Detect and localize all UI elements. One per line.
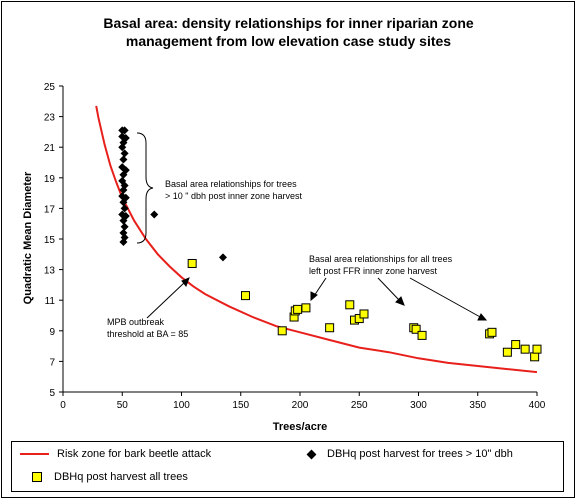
data-point-square bbox=[502, 347, 512, 357]
data-point-diamond bbox=[119, 238, 128, 247]
x-tick-label: 200 bbox=[292, 400, 309, 411]
x-tick-label: 350 bbox=[469, 400, 486, 411]
data-point-square bbox=[345, 300, 355, 310]
data-point-square bbox=[532, 344, 542, 354]
x-tick-label: 50 bbox=[117, 400, 129, 411]
series-dbh-gt10 bbox=[118, 126, 227, 262]
x-tick-label: 300 bbox=[410, 400, 427, 411]
y-ticks: 5 7 9 11 13 15 17 19 21 23 25 bbox=[44, 82, 63, 399]
arrow-2 bbox=[377, 277, 401, 302]
arrow-2-head bbox=[395, 296, 405, 306]
annotation-brace-line-2: > 10 " dbh post inner zone harvest bbox=[165, 191, 303, 201]
y-axis-label: Quadratic Mean Diameter bbox=[22, 171, 34, 304]
x-tick-label: 0 bbox=[60, 400, 66, 411]
legend: Risk zone for bark beetle attack DBHq po… bbox=[11, 441, 564, 492]
legend-line-swatch bbox=[20, 453, 49, 455]
arrow-mpb bbox=[146, 281, 186, 319]
arrow-3-head bbox=[477, 313, 488, 321]
x-tick-label: 400 bbox=[529, 400, 546, 411]
data-point-square bbox=[354, 314, 364, 324]
data-point-square bbox=[411, 324, 421, 334]
y-tick-label: 19 bbox=[44, 174, 56, 185]
legend-item-dbh: DBHq post harvest for trees > 10" dbh bbox=[304, 448, 513, 460]
annotation-all-trees-line-2: left post FFR inner zone harvest bbox=[309, 266, 438, 276]
y-tick-label: 21 bbox=[44, 143, 56, 154]
legend-square-swatch bbox=[32, 472, 42, 482]
annotation-all-trees-line-1: Basal area relationships for all trees bbox=[309, 254, 453, 264]
data-point-diamond bbox=[218, 253, 227, 262]
x-tick-label: 100 bbox=[173, 400, 190, 411]
chart-title-line-1: Basal area: density relationships for in… bbox=[103, 15, 474, 31]
data-point-square bbox=[240, 291, 250, 301]
data-point-square bbox=[520, 344, 530, 354]
y-tick-label: 5 bbox=[49, 388, 55, 399]
data-point-diamond bbox=[150, 210, 159, 219]
data-point-square bbox=[359, 309, 369, 319]
data-point-diamond bbox=[119, 186, 128, 195]
annotation-mpb-line-2: threshold at BA = 85 bbox=[107, 329, 188, 339]
data-point-diamond bbox=[119, 170, 128, 179]
annotations: Basal area relationships for trees > 10 … bbox=[107, 132, 488, 339]
data-point-square bbox=[301, 303, 311, 313]
data-point-diamond bbox=[119, 198, 128, 207]
x-tick-label: 250 bbox=[351, 400, 368, 411]
risk-zone-line bbox=[95, 105, 538, 374]
y-tick-label: 23 bbox=[44, 113, 56, 124]
annotation-brace-line-1: Basal area relationships for trees bbox=[165, 179, 297, 189]
data-point-square bbox=[277, 326, 287, 336]
y-tick-label: 17 bbox=[44, 204, 56, 215]
data-point-square bbox=[511, 340, 521, 350]
arrow-mpb-head bbox=[181, 277, 190, 287]
y-tick-label: 11 bbox=[45, 296, 56, 307]
x-axis-label: Trees/acre bbox=[273, 421, 327, 433]
data-point-square bbox=[325, 323, 335, 333]
annotation-mpb-line-1: MPB outbreak bbox=[107, 317, 165, 327]
x-tick-label: 150 bbox=[232, 400, 249, 411]
brace-shape bbox=[136, 132, 154, 244]
y-tick-label: 9 bbox=[49, 327, 55, 338]
series-all-trees bbox=[187, 258, 542, 362]
data-point-diamond bbox=[120, 126, 129, 135]
data-point-diamond bbox=[119, 155, 128, 164]
y-tick-label: 25 bbox=[44, 82, 56, 93]
y-tick-label: 7 bbox=[49, 357, 55, 368]
arrow-1 bbox=[313, 277, 327, 297]
data-point-square bbox=[417, 330, 427, 340]
annotation-arrows bbox=[146, 277, 488, 321]
legend-all-label: DBHq post harvest all trees bbox=[54, 471, 188, 483]
data-point-diamond bbox=[120, 149, 129, 158]
legend-risk-label: Risk zone for bark beetle attack bbox=[57, 448, 212, 460]
data-point-diamond bbox=[120, 204, 129, 213]
data-point-square bbox=[293, 304, 303, 314]
legend-dbh-label: DBHq post harvest for trees > 10" dbh bbox=[327, 448, 513, 460]
plot-area: 0 50 100 150 200 250 300 350 400 5 7 9 11 13 15 17 19 21… bbox=[22, 82, 546, 433]
data-point-square bbox=[530, 352, 540, 362]
legend-item-all: DBHq post harvest all trees bbox=[32, 471, 188, 483]
y-tick-label: 15 bbox=[44, 235, 56, 246]
data-point-diamond bbox=[120, 222, 129, 231]
chart-title: Basal area: density relationships for in… bbox=[0, 14, 577, 50]
arrow-1-head bbox=[310, 291, 318, 302]
legend-item-risk: Risk zone for bark beetle attack bbox=[20, 448, 211, 460]
data-point-square bbox=[487, 327, 497, 337]
chart-title-line-2: management from low elevation case study… bbox=[125, 33, 452, 49]
legend-diamond-swatch bbox=[306, 449, 317, 459]
y-tick-label: 13 bbox=[44, 266, 56, 277]
x-ticks: 0 50 100 150 200 250 300 350 400 bbox=[60, 392, 546, 411]
arrow-3 bbox=[409, 277, 483, 319]
data-point-square bbox=[187, 258, 197, 268]
data-point-diamond bbox=[118, 143, 127, 152]
data-point-diamond bbox=[119, 216, 128, 225]
